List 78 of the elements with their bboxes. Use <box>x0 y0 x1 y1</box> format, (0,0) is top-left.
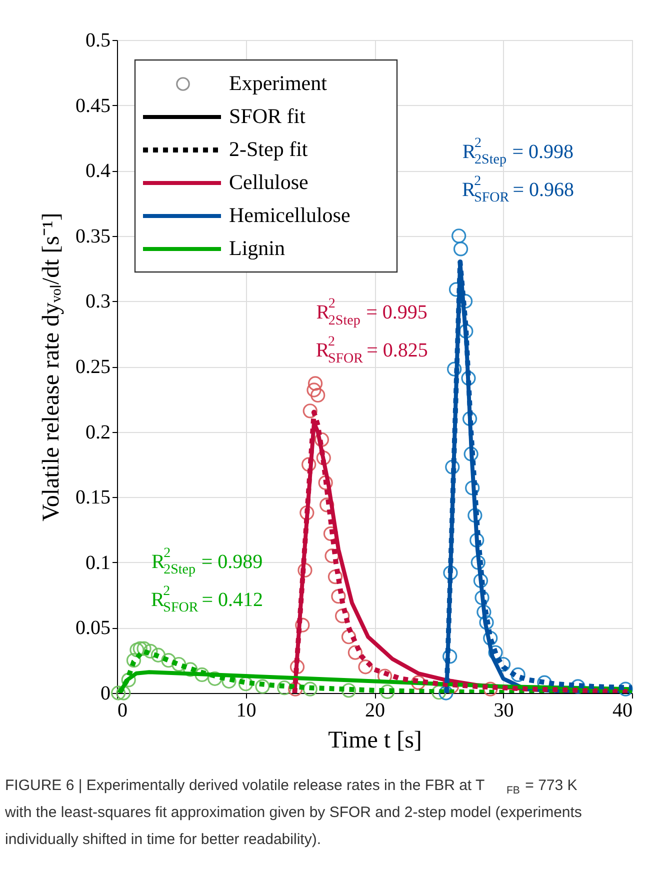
point <box>473 573 488 588</box>
x-tick-label: 0 <box>118 700 128 722</box>
point <box>255 679 270 694</box>
point <box>238 676 254 692</box>
point <box>126 653 142 668</box>
point <box>290 660 305 674</box>
legend-label: Hemicellulose <box>229 203 350 227</box>
point <box>341 630 356 644</box>
point <box>194 667 210 682</box>
point <box>461 370 476 386</box>
point <box>618 682 633 696</box>
y-tick-label: 0.45 <box>76 94 110 117</box>
y-tick-label: 0.3 <box>86 290 110 313</box>
x-tick-label: 40 <box>612 700 632 722</box>
legend-label: 2-Step fit <box>229 137 308 161</box>
point <box>447 362 462 376</box>
point <box>510 667 526 682</box>
point <box>432 685 446 700</box>
y-tick-label: 0.1 <box>86 552 110 574</box>
point <box>298 562 312 578</box>
point <box>130 642 144 658</box>
point <box>121 672 136 688</box>
point <box>110 686 126 700</box>
point <box>470 532 484 548</box>
point <box>132 641 148 656</box>
point <box>302 457 316 472</box>
point <box>302 404 318 418</box>
point <box>136 641 152 656</box>
legend-label: Cellulose <box>229 170 308 194</box>
point <box>468 508 482 523</box>
y-tick-label: 0.4 <box>86 160 110 182</box>
y-tick-label: 0 <box>100 682 110 704</box>
point <box>288 682 303 696</box>
point <box>445 460 460 474</box>
point <box>464 446 478 462</box>
point <box>341 683 356 698</box>
point <box>318 475 333 490</box>
point <box>316 450 331 466</box>
x-axis-title: Time t [s] <box>328 728 422 754</box>
point <box>358 660 373 674</box>
point <box>143 644 158 659</box>
point <box>331 589 346 604</box>
point <box>306 382 322 398</box>
point <box>150 648 166 662</box>
point <box>302 682 318 696</box>
x-tick-label: 10 <box>236 700 256 722</box>
point <box>314 432 330 447</box>
y-tick-label: 0.35 <box>76 225 110 248</box>
point <box>452 228 466 244</box>
y-tick-label: 0.05 <box>76 617 110 640</box>
x-tick-label: 20 <box>365 700 385 722</box>
point <box>470 555 486 570</box>
point <box>380 684 395 699</box>
legend-label: SFOR fit <box>229 104 306 128</box>
point <box>443 566 458 580</box>
point <box>277 680 292 696</box>
y-tick-label: 0.5 <box>86 30 110 52</box>
point <box>438 686 454 700</box>
point <box>488 645 503 660</box>
point <box>483 630 498 646</box>
y-tick-label: 0.15 <box>76 486 110 509</box>
point <box>171 656 186 672</box>
legend-label: Lignin <box>229 236 286 260</box>
point <box>348 645 363 660</box>
point <box>479 615 494 630</box>
point <box>308 376 323 391</box>
point <box>161 653 176 668</box>
x-tick-label: 30 <box>494 700 514 722</box>
y-axis-title: Volatile release rate dyᵥₒₗ/dt [s⁻¹] <box>38 212 64 522</box>
point <box>442 649 458 664</box>
point <box>300 505 314 520</box>
point <box>116 686 131 700</box>
point <box>476 604 492 620</box>
y-tick-label: 0.25 <box>76 356 110 378</box>
point <box>453 242 468 256</box>
legend-label: Experiment <box>229 71 328 95</box>
y-tick-label: 0.2 <box>86 421 110 444</box>
point <box>310 388 326 403</box>
